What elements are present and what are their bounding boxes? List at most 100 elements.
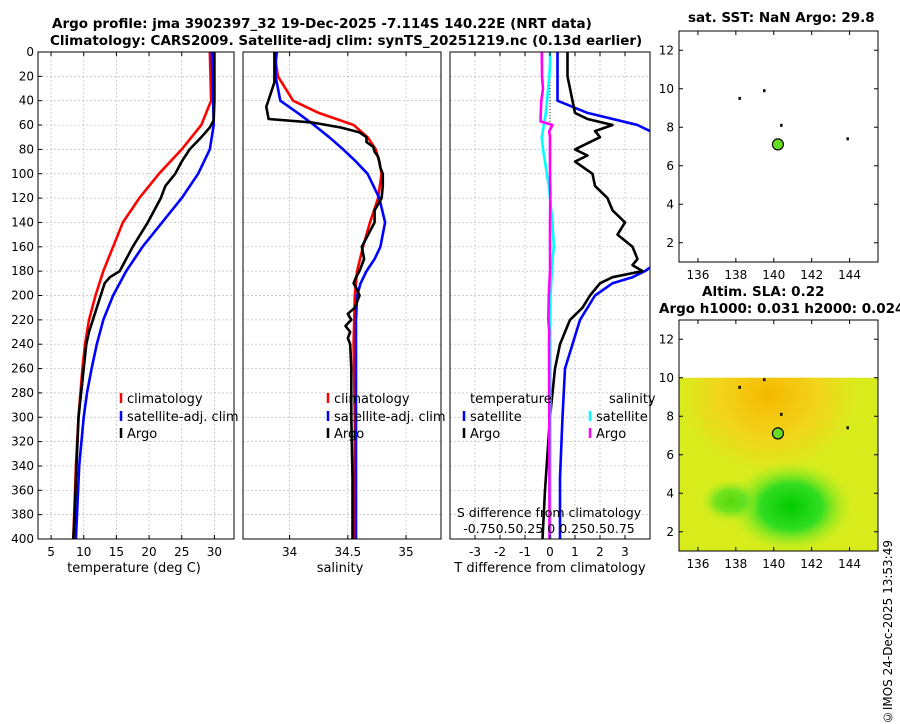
x-tick-label: 15 — [109, 545, 124, 559]
y-tick-label: 6 — [666, 159, 674, 173]
x-tick-label: 140 — [762, 557, 785, 571]
legend: temperature salinity satellite Argo satellit… — [462, 392, 656, 442]
series-line-t-satellite — [556, 52, 650, 539]
legend-title-salinity: salinity — [609, 392, 656, 407]
y-tick-label: 140 — [11, 215, 34, 229]
x-tick-label: 136 — [686, 557, 709, 571]
island-mark — [846, 426, 849, 430]
y-tick-label: 300 — [11, 410, 34, 424]
main-title-line1: Argo profile: jma 3902397_32 19-Dec-2025… — [52, 16, 592, 32]
x-axis-label: salinity — [317, 561, 364, 576]
s-tick-labels: -0.750.50.25 0 0.250.50.75 — [463, 521, 635, 536]
panel-salinity: 34 34.5 35 salinity climatology satellite-adj… — [242, 51, 446, 576]
argo-float-marker — [771, 138, 785, 151]
y-tick-label: 180 — [11, 264, 34, 278]
series-line-t-argo — [541, 52, 644, 539]
legend-label: climatology — [334, 392, 410, 407]
series-group — [539, 52, 650, 539]
x-tick-label: 140 — [762, 268, 785, 282]
x-tick-label: 25 — [174, 545, 189, 559]
x-tick-label: 3 — [621, 545, 629, 559]
legend-label: Argo — [470, 427, 500, 442]
series-line-s-satellite — [540, 52, 556, 539]
argo-float-marker — [771, 427, 785, 440]
island-mark — [763, 378, 766, 382]
y-tick-label: 8 — [666, 409, 674, 423]
legend-label: satellite — [596, 410, 648, 425]
x-tick-label: 5 — [47, 545, 55, 559]
legend-label: Argo — [334, 427, 364, 442]
x-tick-label: 34 — [282, 545, 297, 559]
heatmap-field — [679, 377, 878, 551]
y-tick-label: 6 — [666, 448, 674, 462]
y-tick-label: 10 — [659, 82, 674, 96]
y-tick-label: 0 — [26, 45, 34, 59]
series-line-argo — [264, 52, 385, 539]
x-tick-label: 20 — [141, 545, 156, 559]
panel-sla-map: 136 138 140 142 144 2 4 6 8 10 12 — [659, 319, 879, 571]
x-tick-label: 10 — [76, 545, 91, 559]
x-tick-label: 1 — [571, 545, 579, 559]
y-tick-label: 12 — [659, 43, 674, 57]
x-tick-label: 0 — [546, 545, 554, 559]
y-tick-label: 8 — [666, 120, 674, 134]
heatmap-low-anomaly — [728, 460, 853, 551]
sst-map-title: sat. SST: NaN Argo: 29.8 — [688, 10, 875, 26]
series-group — [264, 52, 387, 539]
legend-label: satellite — [470, 410, 522, 425]
y-tick-label: 80 — [19, 142, 34, 156]
island-mark — [738, 96, 741, 100]
x-tick-label: 144 — [838, 557, 861, 571]
island-mark — [780, 412, 783, 416]
y-tick-label: 60 — [19, 118, 34, 132]
top-axis-label: S difference from climatology — [457, 505, 642, 520]
x-tick-label: 142 — [800, 557, 823, 571]
heatmap-low-anomaly — [700, 478, 761, 523]
y-tick-label: 320 — [11, 435, 34, 449]
x-tick-label: 138 — [724, 268, 747, 282]
y-tick-label: 220 — [11, 313, 34, 327]
main-title-line2: Climatology: CARS2009. Satellite-adj cli… — [50, 33, 643, 49]
island-mark — [738, 385, 741, 389]
island-mark — [780, 123, 783, 127]
sla-map-title-line2: Argo h1000: 0.031 h2000: 0.024 — [659, 301, 900, 317]
series-line-argo — [72, 52, 216, 539]
y-tick-label: 340 — [11, 459, 34, 473]
y-tick-label: 200 — [11, 289, 34, 303]
legend-label: Argo — [127, 427, 157, 442]
y-tick-label: 4 — [666, 197, 674, 211]
panel-difference: -3 -2 -1 0 1 2 3 T difference from climatology t… — [449, 51, 656, 576]
legend: climatology satellite-adj. clim Argo — [326, 392, 446, 442]
x-tick-label: -1 — [519, 545, 531, 559]
x-tick-label: 35 — [398, 545, 413, 559]
x-tick-label: 144 — [838, 268, 861, 282]
y-tick-label: 360 — [11, 483, 34, 497]
legend-label: Argo — [596, 427, 626, 442]
legend-label: satellite-adj. clim — [127, 410, 239, 425]
panel-temperature: 5 10 15 20 25 30 temperature (deg C) 0 20 40 60 80 1… — [11, 45, 239, 576]
sla-map-title-line1: Altim. SLA: 0.22 — [702, 284, 825, 300]
y-tick-label: 160 — [11, 240, 34, 254]
plot-frame — [242, 51, 442, 540]
x-axis-label: temperature (deg C) — [67, 561, 201, 576]
y-tick-label: 120 — [11, 191, 34, 205]
y-tick-label: 100 — [11, 167, 34, 181]
x-tick-label: 34.5 — [334, 545, 361, 559]
map-frame — [678, 319, 879, 552]
island-mark — [846, 137, 849, 141]
legend: climatology satellite-adj. clim Argo — [119, 392, 239, 442]
y-tick-label: 260 — [11, 362, 34, 376]
legend-title-temperature: temperature — [470, 392, 552, 407]
y-tick-label: 20 — [19, 69, 34, 83]
y-tick-label: 10 — [659, 371, 674, 385]
y-tick-label: 4 — [666, 486, 674, 500]
y-tick-label: 2 — [666, 525, 674, 539]
series-line-satellite-adj-clim — [274, 52, 387, 539]
y-tick-label: 380 — [11, 508, 34, 522]
y-tick-label: 2 — [666, 236, 674, 250]
x-tick-label: 142 — [800, 268, 823, 282]
legend-label: climatology — [127, 392, 203, 407]
island-mark — [763, 89, 766, 93]
map-frame — [678, 30, 879, 263]
